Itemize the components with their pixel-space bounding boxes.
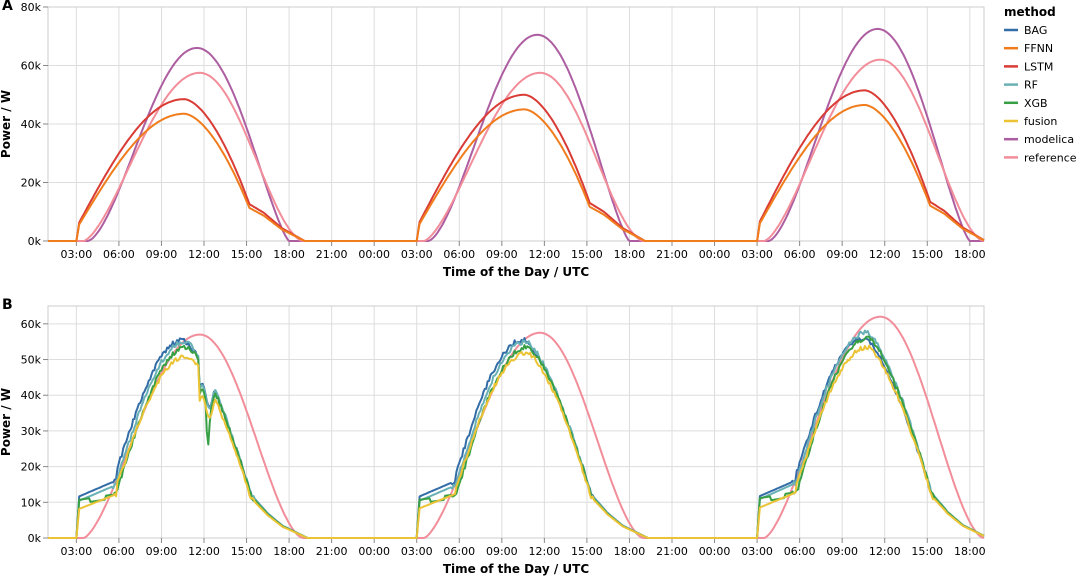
x-tick-label: 09:00 [146, 545, 178, 558]
legend-label-xgb: XGB [1024, 97, 1048, 110]
y-tick-label: 10k [21, 496, 42, 509]
y-tick-label: 60k [21, 60, 42, 73]
x-axis-title: Time of the Day / UTC [443, 562, 590, 576]
x-tick-label: 03:00 [741, 248, 773, 261]
series-line-fusion [48, 344, 985, 539]
x-tick-label: 00:00 [699, 248, 731, 261]
y-tick-label: 20k [21, 177, 42, 190]
y-tick-label: 40k [21, 118, 42, 131]
x-tick-label: 15:00 [911, 248, 943, 261]
panel-B: 03:00 06:00 09:00 12:00 15:00 18:00 21:00 00:00… [0, 297, 986, 576]
x-tick-label: 03:00 [61, 248, 93, 261]
legend-label-rf: RF [1024, 79, 1038, 92]
x-tick-label: 03:00 [741, 545, 773, 558]
y-axis-title: Power / W [0, 90, 13, 158]
x-tick-label: 03:00 [401, 545, 433, 558]
x-tick-label: 12:00 [188, 545, 220, 558]
series-line-rf [48, 329, 985, 539]
x-tick-label: 00:00 [358, 545, 390, 558]
legend-label-modelica: modelica [1024, 133, 1074, 146]
y-tick-label: 0k [28, 532, 42, 545]
x-tick-label: 15:00 [571, 248, 603, 261]
x-tick-label: 12:00 [529, 545, 561, 558]
x-tick-label: 09:00 [826, 248, 858, 261]
legend-label-bag: BAG [1024, 24, 1047, 37]
x-tick-label: 09:00 [826, 545, 858, 558]
y-axis-title: Power / W [0, 388, 13, 456]
x-tick-label: 12:00 [188, 248, 220, 261]
legend-title: method [1004, 5, 1056, 19]
series-line-lstm [48, 89, 985, 242]
x-tick-label: 06:00 [443, 545, 475, 558]
legend: method BAG FFNN LSTM RF XGB fusion modelica refe… [1004, 5, 1077, 164]
series-line-modelica [48, 27, 984, 242]
x-tick-label: 03:00 [401, 248, 433, 261]
y-tick-label: 80k [21, 1, 42, 14]
x-tick-label: 15:00 [231, 545, 263, 558]
y-tick-label: 40k [21, 389, 42, 402]
x-tick-label: 00:00 [699, 545, 731, 558]
y-tick-label: 30k [21, 425, 42, 438]
legend-label-lstm: LSTM [1024, 60, 1053, 73]
x-tick-label: 21:00 [656, 248, 688, 261]
x-tick-label: 06:00 [784, 545, 816, 558]
series-line-xgb [48, 335, 985, 539]
x-tick-label: 12:00 [869, 545, 901, 558]
y-tick-label: 60k [21, 318, 42, 331]
x-tick-label: 12:00 [529, 248, 561, 261]
x-tick-label: 18:00 [614, 248, 646, 261]
x-tick-label: 06:00 [784, 248, 816, 261]
plot-frame [47, 305, 985, 539]
x-tick-label: 21:00 [316, 248, 348, 261]
x-tick-label: 09:00 [486, 545, 518, 558]
y-tick-label: 0k [28, 235, 42, 248]
y-tick-label: 50k [21, 354, 42, 367]
x-tick-label: 21:00 [316, 545, 348, 558]
x-tick-label: 15:00 [571, 545, 603, 558]
x-tick-label: 09:00 [146, 248, 178, 261]
x-tick-label: 00:00 [358, 248, 390, 261]
y-tick-label: 20k [21, 461, 42, 474]
x-tick-label: 06:00 [443, 248, 475, 261]
legend-label-ffnn: FFNN [1024, 42, 1053, 55]
x-tick-label: 18:00 [273, 545, 305, 558]
legend-label-fusion: fusion [1024, 115, 1057, 128]
x-tick-label: 18:00 [614, 545, 646, 558]
x-tick-label: 21:00 [656, 545, 688, 558]
x-tick-label: 15:00 [231, 248, 263, 261]
x-tick-label: 18:00 [954, 248, 986, 261]
x-tick-label: 18:00 [954, 545, 986, 558]
x-tick-label: 09:00 [486, 248, 518, 261]
x-tick-label: 06:00 [103, 545, 135, 558]
x-tick-label: 06:00 [103, 248, 135, 261]
x-axis-title: Time of the Day / UTC [443, 265, 590, 279]
series-line-ffnn [48, 104, 985, 242]
series-line-reference [48, 58, 985, 242]
gridlines [48, 6, 984, 242]
legend-label-reference: reference [1024, 151, 1077, 164]
x-tick-label: 12:00 [869, 248, 901, 261]
x-tick-label: 15:00 [911, 545, 943, 558]
panel-label: A [2, 0, 13, 14]
panel-label: B [2, 297, 13, 313]
x-tick-label: 03:00 [61, 545, 93, 558]
x-tick-label: 18:00 [273, 248, 305, 261]
panel-A: 03:00 06:00 09:00 12:00 15:00 18:00 21:00 00:00… [0, 0, 986, 279]
